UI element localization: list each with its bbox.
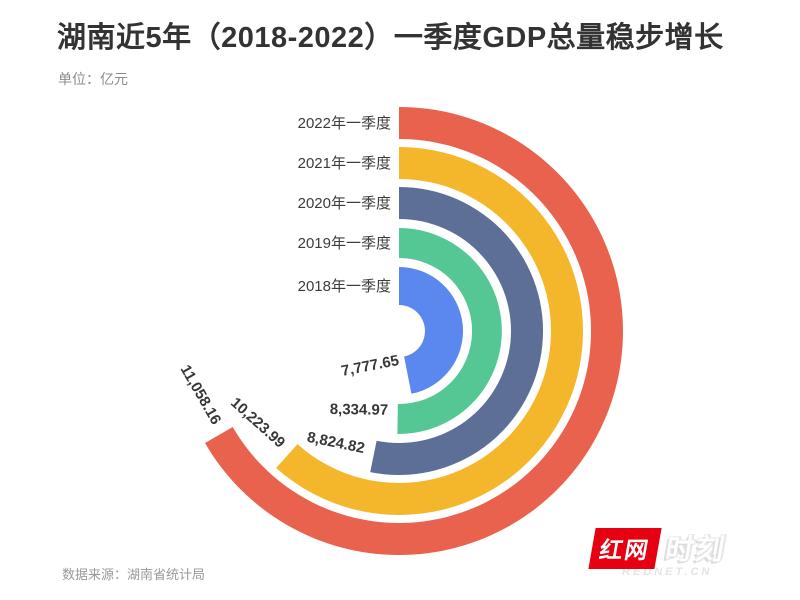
ring-2018-q1 (399, 267, 463, 394)
ring-2020-q1 (370, 187, 544, 475)
ring-2021-q1 (276, 147, 584, 515)
rednet-logo-subtext: REDNET.CN (622, 566, 713, 578)
value-label-2019-q1: 8,334.97 (330, 401, 389, 419)
category-label-2020-q1: 2020年一季度 (298, 195, 391, 212)
ring-2019-q1 (397, 228, 502, 434)
value-label-2020-q1: 8,824.82 (306, 429, 367, 457)
rednet-logo: 红网 时刻 REDNET.CN (588, 527, 729, 578)
page-title: 湖南近5年（2018-2022）一季度GDP总量稳步增长 (57, 22, 724, 54)
rednet-logo-mark: 红网 (588, 527, 662, 569)
rednet-logo-line: 红网 时刻 (588, 527, 729, 569)
category-label-2021-q1: 2021年一季度 (298, 155, 391, 172)
value-label-2022-q1: 11,058.16 (177, 362, 225, 428)
data-source-label: 数据来源：湖南省统计局 (62, 567, 206, 582)
rednet-logo-text: 时刻 (663, 534, 729, 565)
category-label-2019-q1: 2019年一季度 (298, 235, 391, 252)
chart-category-labels: 2018年一季度 2019年一季度 2020年一季度 2021年一季度 2022年一季度 (298, 115, 391, 295)
unit-label: 单位：亿元 (58, 71, 128, 87)
value-label-2018-q1: 7,777.65 (340, 352, 401, 380)
category-label-2022-q1: 2022年一季度 (298, 115, 391, 132)
chart-rings (205, 107, 623, 555)
category-label-2018-q1: 2018年一季度 (298, 278, 391, 295)
